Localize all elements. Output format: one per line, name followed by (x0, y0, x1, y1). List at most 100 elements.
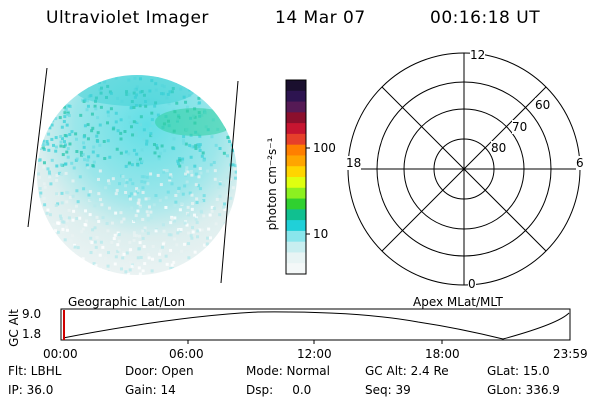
image-speckle (76, 246, 80, 250)
mode-info: Mode: Normal (246, 364, 330, 378)
image-speckle (47, 262, 51, 266)
image-speckle (210, 135, 214, 139)
image-speckle (180, 160, 184, 164)
image-speckle (196, 257, 200, 261)
image-speckle (75, 217, 79, 221)
image-speckle (125, 90, 129, 94)
image-speckle (60, 238, 64, 242)
image-speckle (155, 146, 159, 150)
image-speckle (235, 206, 237, 210)
image-speckle (157, 157, 161, 161)
image-speckle (160, 144, 164, 148)
uv-earth-image (27, 67, 239, 284)
image-speckle (107, 251, 111, 255)
image-speckle (65, 123, 69, 127)
colorbar-segment (286, 133, 306, 146)
image-speckle (135, 85, 139, 89)
image-speckle (196, 143, 200, 147)
image-speckle (170, 182, 174, 186)
image-speckle (42, 196, 46, 200)
image-speckle (72, 248, 76, 252)
image-speckle (121, 174, 125, 178)
image-speckle (236, 118, 237, 122)
image-speckle (106, 270, 110, 274)
image-speckle (160, 84, 164, 88)
image-speckle (62, 258, 66, 262)
image-speckle (98, 123, 102, 127)
image-speckle (47, 132, 51, 136)
image-speckle (47, 251, 51, 255)
image-speckle (172, 147, 176, 151)
image-speckle (174, 260, 178, 264)
image-speckle (69, 94, 73, 98)
image-speckle (99, 91, 103, 95)
image-speckle (51, 119, 55, 123)
image-speckle (52, 260, 56, 264)
image-speckle (82, 78, 86, 82)
image-speckle (174, 193, 178, 197)
image-speckle (89, 78, 93, 82)
image-speckle (175, 80, 179, 84)
image-speckle (176, 190, 180, 194)
image-speckle (226, 122, 230, 126)
image-speckle (91, 164, 95, 168)
image-speckle (93, 249, 97, 253)
image-speckle (63, 143, 67, 147)
image-speckle (118, 182, 122, 186)
image-speckle (223, 208, 227, 212)
image-speckle (136, 256, 140, 260)
image-speckle (86, 99, 90, 103)
image-speckle (136, 119, 140, 123)
image-speckle (206, 81, 210, 85)
image-speckle (217, 185, 221, 189)
image-speckle (74, 132, 78, 136)
image-speckle (50, 158, 54, 162)
ring-label-70: 70 (512, 120, 528, 134)
image-speckle (40, 89, 44, 93)
image-speckle (106, 121, 110, 125)
image-speckle (46, 142, 50, 146)
image-speckle (39, 191, 43, 195)
image-speckle (64, 171, 68, 175)
image-speckle (90, 112, 94, 116)
image-speckle (205, 265, 209, 269)
image-speckle (202, 158, 206, 162)
image-speckle (132, 120, 136, 124)
image-speckle (193, 164, 197, 168)
image-speckle (236, 77, 237, 81)
image-speckle (97, 219, 101, 223)
image-speckle (149, 132, 153, 136)
image-speckle (128, 120, 132, 124)
image-speckle (218, 114, 222, 118)
image-speckle (45, 99, 49, 103)
image-speckle (197, 145, 201, 149)
image-speckle (61, 227, 65, 231)
image-speckle (207, 227, 211, 231)
image-speckle (117, 239, 121, 243)
image-speckle (150, 133, 154, 137)
image-speckle (92, 160, 96, 164)
image-speckle (94, 96, 98, 100)
image-speckle (40, 233, 44, 237)
image-speckle (210, 251, 214, 255)
image-speckle (69, 239, 73, 243)
image-speckle (138, 205, 142, 209)
image-speckle (96, 116, 100, 120)
image-speckle (145, 142, 149, 146)
image-speckle (156, 173, 160, 177)
image-speckle (124, 150, 128, 154)
image-speckle (159, 183, 163, 187)
image-speckle (138, 104, 142, 108)
image-speckle (138, 241, 142, 245)
image-speckle (134, 130, 138, 134)
image-speckle (200, 154, 204, 158)
image-speckle (184, 100, 188, 104)
image-speckle (196, 229, 200, 233)
image-speckle (119, 267, 123, 271)
filter-info: Flt: LBHL (8, 364, 62, 378)
image-speckle (57, 78, 61, 82)
colorbar-segment (286, 187, 306, 200)
image-speckle (198, 134, 202, 138)
image-speckle (130, 100, 134, 104)
image-speckle (141, 217, 145, 221)
